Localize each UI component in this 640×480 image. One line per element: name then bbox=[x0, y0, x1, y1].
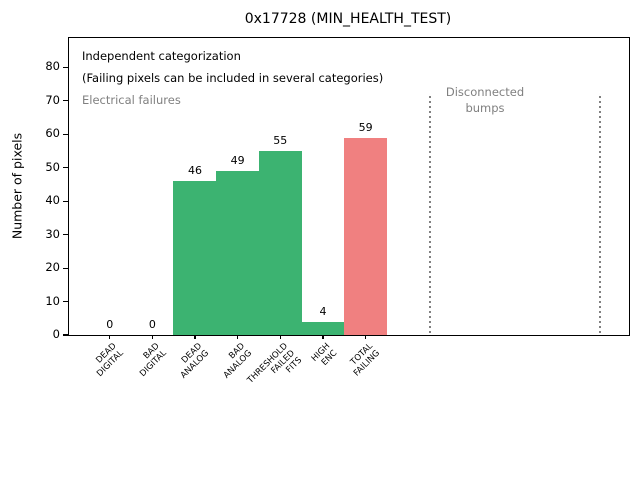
y-tick-label: 10 bbox=[45, 293, 60, 308]
bar bbox=[301, 321, 345, 335]
x-tick bbox=[194, 335, 196, 339]
bar-value-label: 59 bbox=[358, 120, 373, 134]
chart-title: 0x17728 (MIN_HEALTH_TEST) bbox=[244, 11, 452, 27]
x-tick-label: HIGH ENC bbox=[309, 341, 340, 368]
y-tick bbox=[63, 334, 68, 336]
x-tick-label: BAD DIGITAL bbox=[138, 341, 169, 379]
x-tick bbox=[237, 335, 239, 339]
x-tick bbox=[151, 335, 153, 339]
y-axis-label: Number of pixels bbox=[9, 132, 25, 240]
annotation-independent-categorization: Independent categorization bbox=[82, 49, 241, 63]
x-tick-label: DEAD DIGITAL bbox=[94, 341, 126, 379]
x-tick-label: TOTAL FAILING bbox=[348, 341, 382, 379]
bar-value-label: 49 bbox=[230, 154, 245, 168]
y-tick bbox=[63, 167, 68, 169]
y-tick-label: 50 bbox=[45, 159, 60, 174]
y-tick-label: 80 bbox=[45, 59, 60, 74]
bar-value-label: 0 bbox=[106, 318, 114, 331]
annotation-electrical-failures: Electrical failures bbox=[82, 93, 181, 107]
y-tick-label: 70 bbox=[45, 92, 60, 107]
annotation-failing-pixels-note: (Failing pixels can be included in sever… bbox=[82, 71, 384, 85]
bar bbox=[173, 181, 217, 335]
y-tick bbox=[63, 66, 68, 69]
x-tick bbox=[109, 335, 111, 339]
y-tick-label: 0 bbox=[52, 327, 60, 341]
y-tick-label: 60 bbox=[45, 126, 60, 141]
bar-value-label: 4 bbox=[319, 304, 327, 318]
bar bbox=[258, 151, 302, 335]
annotation-disconnected-bumps: Disconnected bumps bbox=[445, 85, 525, 115]
y-tick bbox=[63, 234, 68, 236]
y-tick bbox=[63, 200, 68, 202]
x-tick bbox=[279, 335, 281, 339]
bar-value-label: 55 bbox=[273, 134, 288, 148]
y-tick bbox=[63, 133, 68, 135]
x-tick-label: DEAD ANALOG bbox=[178, 341, 212, 381]
bar bbox=[344, 137, 388, 335]
y-tick bbox=[63, 267, 68, 269]
y-tick-label: 30 bbox=[45, 226, 60, 241]
y-tick bbox=[63, 100, 68, 102]
dotted-separator-line bbox=[599, 96, 601, 335]
bar-value-label: 0 bbox=[148, 318, 156, 331]
bar-value-label: 46 bbox=[188, 164, 202, 178]
bar bbox=[216, 171, 260, 335]
x-tick-label: THRESHOLD FAILED FITS bbox=[245, 341, 304, 386]
y-tick bbox=[63, 300, 68, 303]
y-tick-label: 20 bbox=[45, 260, 60, 275]
x-tick bbox=[322, 335, 324, 339]
plot-area: 0 0 46 49 55 4 59 0 10 20 30 40 50 60 70 80 DEAD DIGITAL… bbox=[45, 37, 630, 386]
x-tick bbox=[365, 335, 367, 339]
y-tick-label: 40 bbox=[45, 193, 60, 208]
dotted-separator-line bbox=[429, 96, 431, 335]
